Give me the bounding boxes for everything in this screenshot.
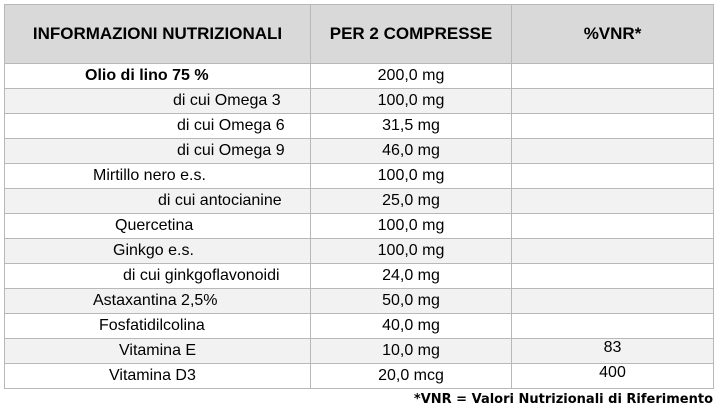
table-row: di cui antocianine 25,0 mg	[4, 188, 714, 214]
table-row: Fosfatidilcolina 40,0 mg	[4, 313, 714, 339]
nutrient-name: di cui Omega 6	[4, 113, 311, 139]
header-nutritional-info: INFORMAZIONI NUTRIZIONALI	[4, 4, 311, 64]
nutrient-vnr	[511, 163, 714, 189]
table-row: Astaxantina 2,5% 50,0 mg	[4, 288, 714, 314]
table-row: Quercetina 100,0 mg	[4, 213, 714, 239]
nutrient-name: Vitamina E	[4, 338, 311, 364]
table-row: di cui Omega 9 46,0 mg	[4, 138, 714, 164]
table-row: Vitamina E 10,0 mg 83	[4, 338, 714, 364]
nutrient-amount: 100,0 mg	[310, 213, 512, 239]
nutrient-amount: 100,0 mg	[310, 238, 512, 264]
table-row: di cui ginkgoflavonoidi 24,0 mg	[4, 263, 714, 289]
nutrient-name: di cui Omega 9	[4, 138, 311, 164]
vnr-footnote: *VNR = Valori Nutrizionali di Riferiment…	[413, 392, 713, 407]
nutrient-vnr	[511, 88, 714, 114]
nutrient-vnr	[511, 313, 714, 339]
nutrient-name: di cui ginkgoflavonoidi	[4, 263, 311, 289]
table-header-row: INFORMAZIONI NUTRIZIONALI PER 2 COMPRESS…	[4, 4, 714, 64]
nutrient-name: Olio di lino 75 %	[4, 63, 311, 89]
nutrient-amount: 100,0 mg	[310, 88, 512, 114]
nutrient-amount: 46,0 mg	[310, 138, 512, 164]
nutrient-amount: 31,5 mg	[310, 113, 512, 139]
table-row: Olio di lino 75 % 200,0 mg	[4, 63, 714, 89]
nutrient-vnr	[511, 263, 714, 289]
header-vnr: %VNR*	[511, 4, 714, 64]
nutrient-name: Quercetina	[4, 213, 311, 239]
nutrient-amount: 40,0 mg	[310, 313, 512, 339]
nutrient-name: di cui Omega 3	[4, 88, 311, 114]
header-per-2-tablets: PER 2 COMPRESSE	[310, 4, 512, 64]
table-row: Ginkgo e.s. 100,0 mg	[4, 238, 714, 264]
nutrient-vnr	[511, 288, 714, 314]
nutrient-name: di cui antocianine	[4, 188, 311, 214]
nutrient-name: Fosfatidilcolina	[4, 313, 311, 339]
nutrient-name: Vitamina D3	[4, 363, 311, 389]
nutrient-name: Mirtillo nero e.s.	[4, 163, 311, 189]
nutrient-amount: 50,0 mg	[310, 288, 512, 314]
nutrient-vnr	[511, 138, 714, 164]
nutrient-vnr	[511, 113, 714, 139]
nutrient-amount: 100,0 mg	[310, 163, 512, 189]
nutrient-vnr	[511, 238, 714, 264]
table-row: Mirtillo nero e.s. 100,0 mg	[4, 163, 714, 189]
nutrient-amount: 10,0 mg	[310, 338, 512, 364]
nutrient-name: Ginkgo e.s.	[4, 238, 311, 264]
nutrient-amount: 200,0 mg	[310, 63, 512, 89]
nutrient-vnr: 400	[511, 363, 714, 389]
table-row: Vitamina D3 20,0 mcg 400	[4, 363, 714, 389]
nutrient-vnr	[511, 188, 714, 214]
nutrient-amount: 25,0 mg	[310, 188, 512, 214]
nutrition-table: INFORMAZIONI NUTRIZIONALI PER 2 COMPRESS…	[4, 4, 714, 389]
nutrient-name: Astaxantina 2,5%	[4, 288, 311, 314]
nutrient-vnr	[511, 63, 714, 89]
table-row: di cui Omega 6 31,5 mg	[4, 113, 714, 139]
nutrient-amount: 20,0 mcg	[310, 363, 512, 389]
nutrient-vnr: 83	[511, 338, 714, 364]
table-row: di cui Omega 3 100,0 mg	[4, 88, 714, 114]
nutrient-vnr	[511, 213, 714, 239]
nutrient-amount: 24,0 mg	[310, 263, 512, 289]
